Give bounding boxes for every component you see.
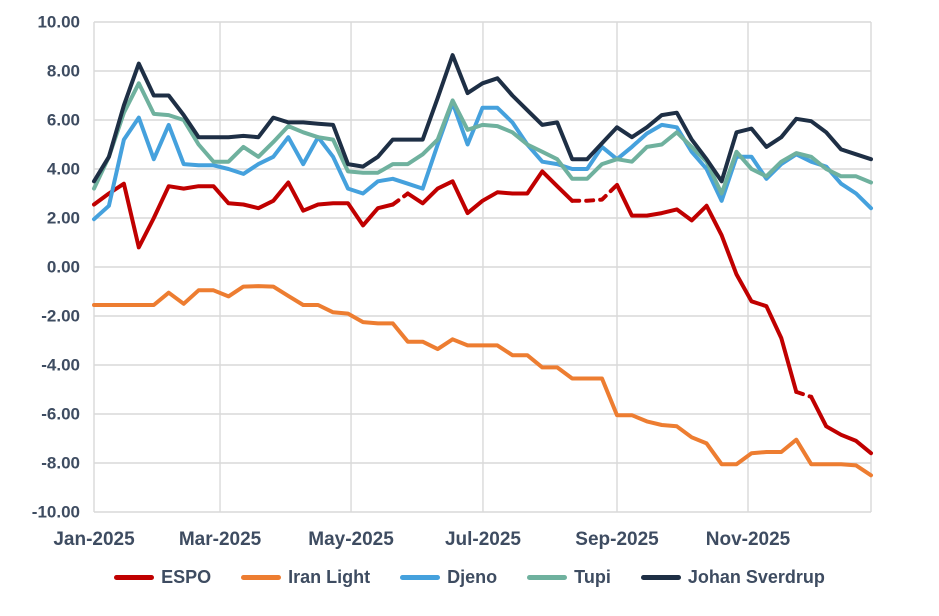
y-axis-tick-label: 8.00 [47,62,80,81]
series-path-espo-dashed [570,182,619,203]
legend-item-johan-sverdrup: Johan Sverdrup [640,567,825,588]
x-axis-tick-label: May-2025 [308,529,394,550]
series-path-johan-sverdrup [92,53,873,184]
x-axis-tick-label: Jul-2025 [445,529,521,550]
y-axis-tick-label: -2.00 [41,307,80,326]
y-axis-tick-label: 4.00 [47,160,80,179]
legend-line-swatch-iran-light [241,575,282,580]
series-path-espo [615,182,799,394]
legend-line-swatch-espo [114,575,155,580]
series-line-espo [92,169,873,456]
y-axis-tick-label: -8.00 [41,454,80,473]
series-path-tupi [92,81,873,196]
series-line-tupi [92,81,873,196]
x-axis-tick-label: Nov-2025 [706,529,791,550]
legend-label: Djeno [447,567,498,587]
series-path-espo [405,169,575,216]
legend-item-tupi: Tupi [527,567,611,588]
series-line-johan-sverdrup [92,53,873,184]
legend-label: Tupi [574,567,611,587]
legend-label: Johan Sverdrup [687,567,825,587]
legend-item-espo: ESPO [114,567,211,588]
legend-line-swatch-djeno [400,575,441,580]
y-axis-tick-label: -4.00 [41,356,80,375]
x-axis-tick-label: Mar-2025 [179,529,262,550]
series-path-espo [92,180,395,250]
y-axis-tick-label: 10.00 [37,13,80,32]
y-axis-tick-label: 0.00 [47,258,80,277]
legend-label: Iran Light [288,567,371,587]
series-line-iran-light [92,284,873,478]
legend-label: ESPO [161,567,212,587]
x-axis-tick-label: Sep-2025 [575,529,659,550]
legend-line-swatch-johan-sverdrup [640,575,681,580]
series-path-iran-light [92,284,873,478]
legend-item-djeno: Djeno [400,567,497,588]
x-axis-tick-label: Jan-2025 [53,529,135,550]
y-axis-tick-label: -10.00 [32,503,80,522]
series-path-espo-dashed [794,389,814,399]
y-axis-tick-label: 6.00 [47,111,80,130]
chart-legend: ESPO Iran Light Djeno Tupi Johan Sverdrup [0,567,939,588]
y-axis-tick-label: 2.00 [47,209,80,228]
series-path-espo-dashed [390,191,410,207]
legend-line-swatch-tupi [527,575,568,580]
legend-item-iran-light: Iran Light [241,567,370,588]
y-axis-tick-label: -6.00 [41,405,80,424]
series-path-espo [809,394,873,456]
